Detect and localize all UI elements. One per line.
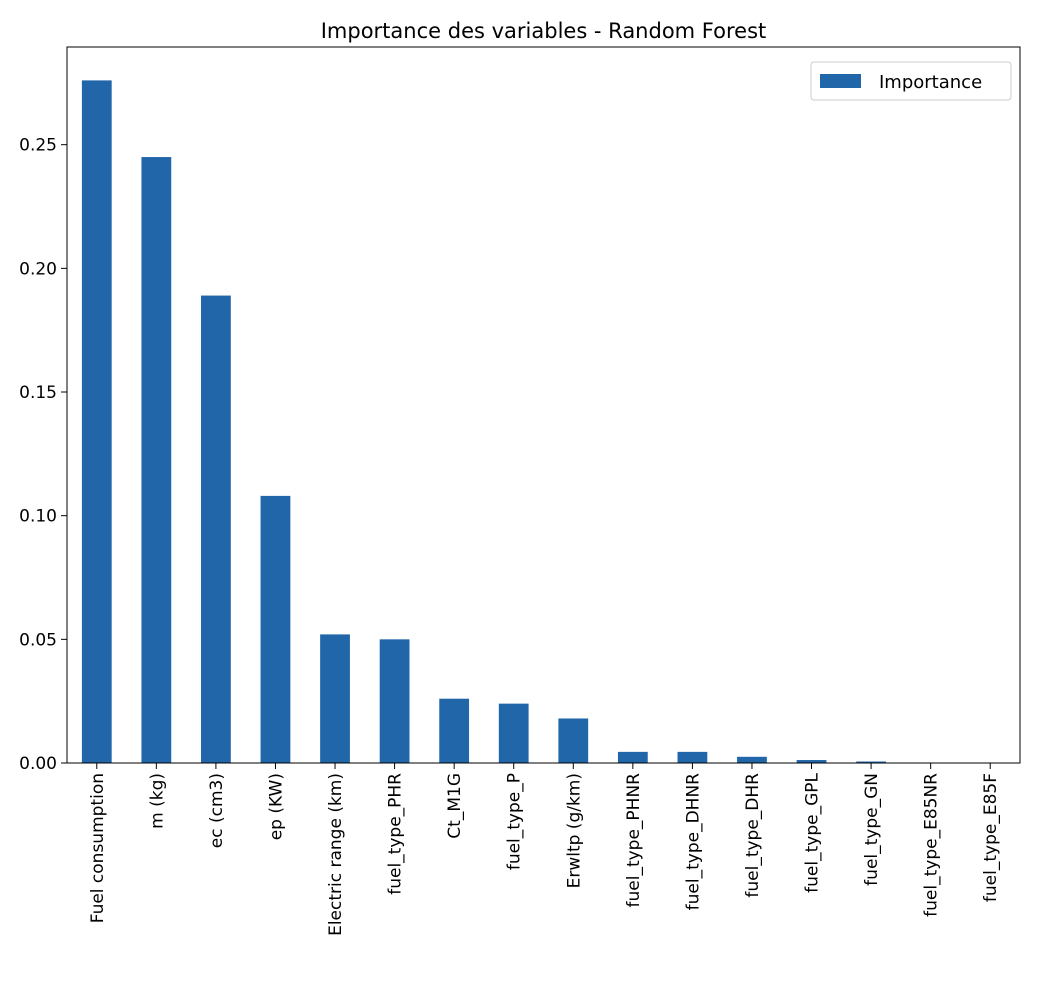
legend-label: Importance <box>879 72 982 93</box>
x-tick-label: Fuel consumption <box>88 773 108 923</box>
bar <box>856 761 886 763</box>
y-tick-label: 0.25 <box>19 136 57 156</box>
x-tick-label: ep (KW) <box>266 773 286 840</box>
y-tick-label: 0.00 <box>19 754 57 774</box>
x-tick-label: fuel_type_DHR <box>743 773 763 898</box>
bar <box>260 495 291 763</box>
plot-frame <box>66 46 1021 764</box>
x-tick-label: m (kg) <box>147 773 167 829</box>
x-tick-label: Erwltp (g/km) <box>564 773 584 888</box>
bar <box>617 751 648 763</box>
x-tick-label: fuel_type_DHNR <box>683 773 703 911</box>
bar <box>677 751 708 763</box>
x-tick-label: ec (cm3) <box>207 773 227 848</box>
bar <box>498 703 529 763</box>
x-tick-label: fuel_type_E85F <box>981 773 1001 902</box>
y-tick-label: 0.10 <box>19 507 57 527</box>
bar <box>558 718 589 763</box>
x-tick-label: Electric range (km) <box>326 773 346 936</box>
bar <box>796 760 827 763</box>
x-tick-label: fuel_type_PHR <box>386 773 406 895</box>
bar <box>320 634 350 763</box>
legend: Importance <box>810 61 1012 101</box>
x-tick-label: fuel_type_E85NR <box>922 773 942 917</box>
bars-group <box>81 80 1006 763</box>
bar <box>201 295 231 763</box>
x-tick-label: fuel_type_PHNR <box>624 773 644 908</box>
x-axis: Fuel consumption m (kg) ec (cm3) ep (KW) Ele… <box>88 763 1001 936</box>
y-tick-label: 0.15 <box>19 383 57 403</box>
y-tick-label: 0.20 <box>19 259 57 279</box>
x-tick-label: fuel_type_GN <box>862 773 882 886</box>
bar <box>737 756 767 763</box>
legend-swatch <box>820 74 861 88</box>
y-axis: 0.00 0.05 0.10 0.15 0.20 0.25 <box>19 136 67 774</box>
chart-title: Importance des variables - Random Forest <box>321 19 767 43</box>
x-tick-label: fuel_type_GPL <box>803 772 823 892</box>
x-tick-label: fuel_type_P <box>505 773 525 870</box>
x-tick-label: Ct_M1G <box>445 773 465 839</box>
bar <box>141 157 172 763</box>
y-tick-label: 0.05 <box>19 630 57 650</box>
legend-box <box>810 61 1012 101</box>
bar <box>379 639 410 763</box>
bar <box>439 698 470 763</box>
bar <box>81 80 112 763</box>
